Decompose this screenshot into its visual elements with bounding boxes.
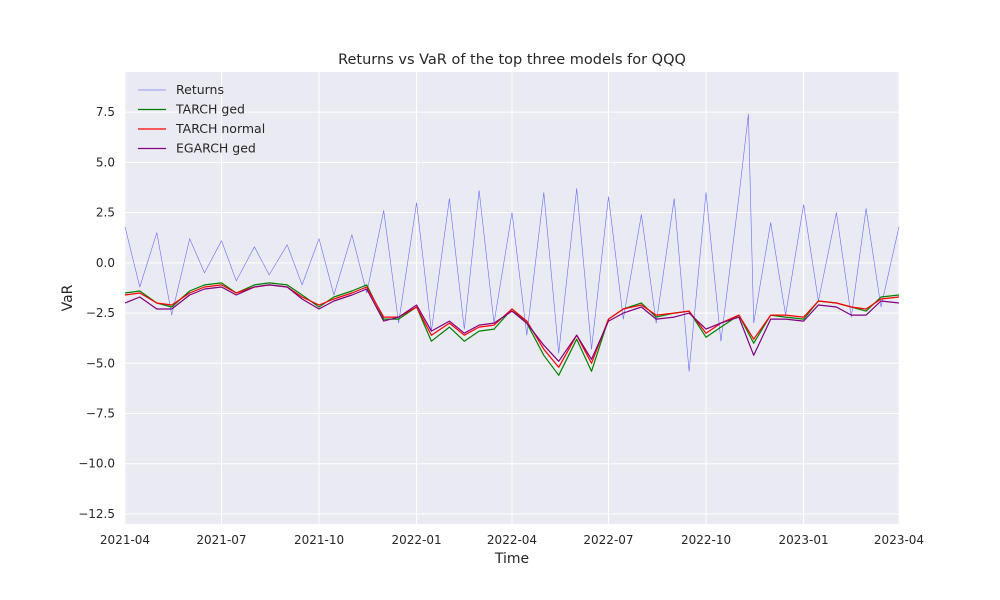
x-axis-label: Time (494, 551, 529, 567)
x-tick-label: 2021-04 (100, 533, 150, 547)
y-tick-label: −5.0 (86, 356, 115, 370)
grid (124, 72, 900, 524)
x-tick-label: 2023-01 (779, 533, 829, 547)
y-tick-label: −10.0 (78, 457, 115, 471)
x-tick-label: 2021-07 (196, 533, 246, 547)
series-line-returns (124, 113, 900, 372)
legend: Returns TARCH ged TARCH normal EGARCH ged (138, 82, 265, 156)
y-tick-label: 5.0 (96, 155, 115, 169)
legend-label: EGARCH ged (176, 141, 256, 156)
legend-label: TARCH ged (175, 102, 245, 117)
y-tick-label: 2.5 (96, 206, 115, 220)
y-tick-label: 7.5 (96, 105, 115, 119)
y-tick-label: −7.5 (86, 407, 115, 421)
series-line-egarch-ged (124, 284, 900, 362)
x-tick-label: 2022-01 (392, 533, 442, 547)
x-tick-label: 2023-04 (874, 533, 924, 547)
y-axis-label: VaR (60, 284, 76, 311)
series-layer (124, 113, 900, 376)
x-tick-label: 2021-10 (294, 533, 344, 547)
chart-title: Returns vs VaR of the top three models f… (338, 52, 686, 68)
legend-label: TARCH normal (175, 121, 265, 136)
x-tick-label: 2022-10 (681, 533, 731, 547)
legend-label: Returns (176, 82, 224, 97)
tick-labels: 2021-04 2021-07 2021-10 2022-01 2022-04 2022-… (78, 105, 924, 547)
y-tick-label: 0.0 (96, 256, 115, 270)
y-tick-label: −12.5 (78, 507, 115, 521)
x-tick-label: 2022-07 (583, 533, 633, 547)
x-tick-label: 2022-04 (487, 533, 537, 547)
y-tick-label: −2.5 (86, 306, 115, 320)
